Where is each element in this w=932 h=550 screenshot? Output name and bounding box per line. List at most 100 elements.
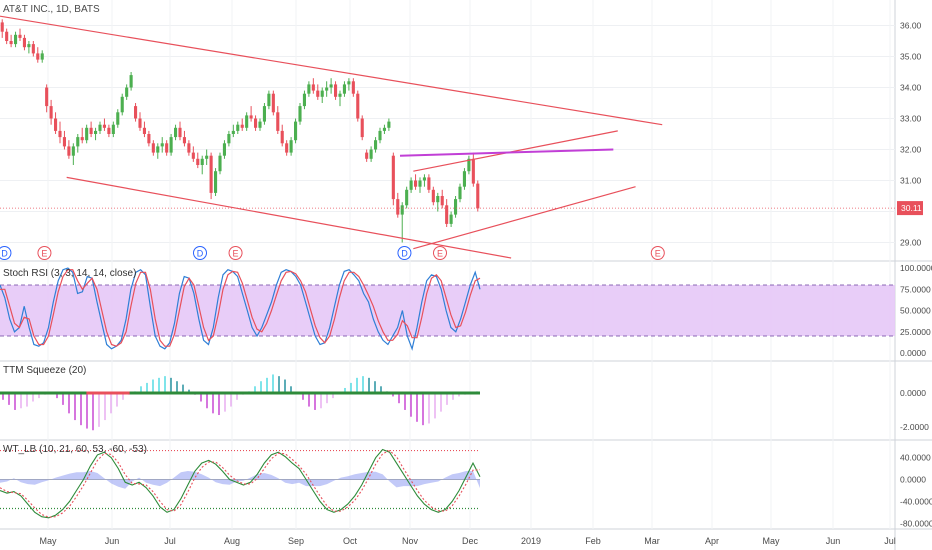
candle-body[interactable] [125,87,129,97]
candle-body[interactable] [138,118,142,128]
candle-body[interactable] [116,112,120,125]
candle-body[interactable] [351,81,355,94]
candle-body[interactable] [120,96,124,113]
candle-body[interactable] [378,130,382,141]
candle-body[interactable] [391,155,395,200]
wt-line[interactable] [0,449,481,518]
candle-body[interactable] [356,93,360,119]
candle-body[interactable] [222,143,226,156]
event-marker[interactable] [650,246,665,260]
candle-body[interactable] [307,84,311,94]
candle-body[interactable] [462,171,466,187]
candle-body[interactable] [49,106,53,119]
candle-body[interactable] [160,143,164,147]
candle-body[interactable] [151,143,155,153]
candle-body[interactable] [156,146,160,153]
candle-body[interactable] [258,121,262,128]
candle-body[interactable] [174,127,178,138]
candle-body[interactable] [62,137,66,147]
candle-body[interactable] [45,87,49,107]
candle-body[interactable] [240,124,244,128]
candle-body[interactable] [5,31,9,41]
candle-body[interactable] [280,130,284,144]
candle-body[interactable] [431,189,435,203]
candle-body[interactable] [360,118,364,138]
candle-body[interactable] [214,171,218,193]
candle-body[interactable] [205,155,209,159]
candle-body[interactable] [267,93,271,107]
candle-body[interactable] [476,183,480,209]
candle-body[interactable] [369,149,373,159]
event-marker[interactable] [228,246,243,260]
candle-body[interactable] [218,155,222,172]
candle-body[interactable] [254,118,258,128]
candle-body[interactable] [22,37,26,48]
candle-body[interactable] [18,34,22,38]
candle-body[interactable] [236,124,240,131]
candle-body[interactable] [311,84,315,91]
candle-body[interactable] [94,130,98,134]
candle-body[interactable] [405,189,409,206]
candle-body[interactable] [27,44,31,48]
candle-body[interactable] [276,112,280,131]
candle-body[interactable] [227,134,231,144]
candle-body[interactable] [440,196,444,206]
candle-body[interactable] [187,143,191,153]
trendline[interactable] [0,15,663,126]
trendline[interactable] [66,176,512,259]
candle-body[interactable] [316,90,320,97]
candle-body[interactable] [409,180,413,190]
candle-body[interactable] [400,205,404,215]
candle-body[interactable] [449,214,453,224]
candle-body[interactable] [89,127,93,134]
candle-body[interactable] [67,146,71,156]
candle-body[interactable] [191,152,195,159]
time-axis[interactable]: May Jun Jul Aug Sep Oct Nov Dec 2019 Feb Mar Apr May… [39,536,895,546]
candle-body[interactable] [107,127,111,134]
trendline[interactable] [399,148,614,157]
stoch-line[interactable] [0,269,481,347]
candle-body[interactable] [182,137,186,144]
candle-body[interactable] [467,158,471,172]
candle-body[interactable] [396,199,400,215]
candle-body[interactable] [382,127,386,131]
event-marker[interactable] [193,246,207,260]
candle-body[interactable] [31,44,35,54]
candle-body[interactable] [85,127,89,141]
candle-body[interactable] [245,115,249,128]
candle-body[interactable] [298,106,302,122]
candle-body[interactable] [102,124,106,128]
candle-body[interactable] [14,34,18,45]
ttm-squeeze-pane[interactable]: 0.0000 -2.0000 [0,374,929,432]
wt-lb-pane[interactable]: 40.0000 0.0000 -40.0000 -80.0000 [0,448,932,529]
candle-body[interactable] [329,84,333,88]
candle-body[interactable] [347,81,351,85]
event-marker[interactable] [433,246,447,260]
candle-body[interactable] [134,106,138,119]
candle-body[interactable] [445,205,449,224]
candle-body[interactable] [374,140,378,150]
candle-body[interactable] [0,22,4,32]
candle-body[interactable] [427,177,431,190]
candle-body[interactable] [249,115,253,119]
candle-body[interactable] [338,93,342,97]
trendline[interactable] [413,130,618,172]
candle-body[interactable] [365,152,369,159]
candle-body[interactable] [289,140,293,153]
candle-body[interactable] [178,127,182,138]
candle-body[interactable] [196,158,200,165]
candle-body[interactable] [302,93,306,107]
candle-body[interactable] [142,127,146,134]
wt-line[interactable] [0,448,481,519]
candle-body[interactable] [231,130,235,134]
candle-body[interactable] [147,134,151,144]
price-pane[interactable]: 36.0035.0034.0033.0032.0031.0030.0029.00… [0,15,923,260]
event-marker[interactable] [37,246,52,260]
candle-body[interactable] [71,146,75,156]
candle-body[interactable] [294,121,298,141]
trendline[interactable] [413,186,636,250]
candle-body[interactable] [414,180,418,187]
stoch-rsi-pane[interactable]: 100.0000 75.0000 50.0000 25.0000 0.0000 [0,263,932,358]
candle-body[interactable] [454,199,458,215]
